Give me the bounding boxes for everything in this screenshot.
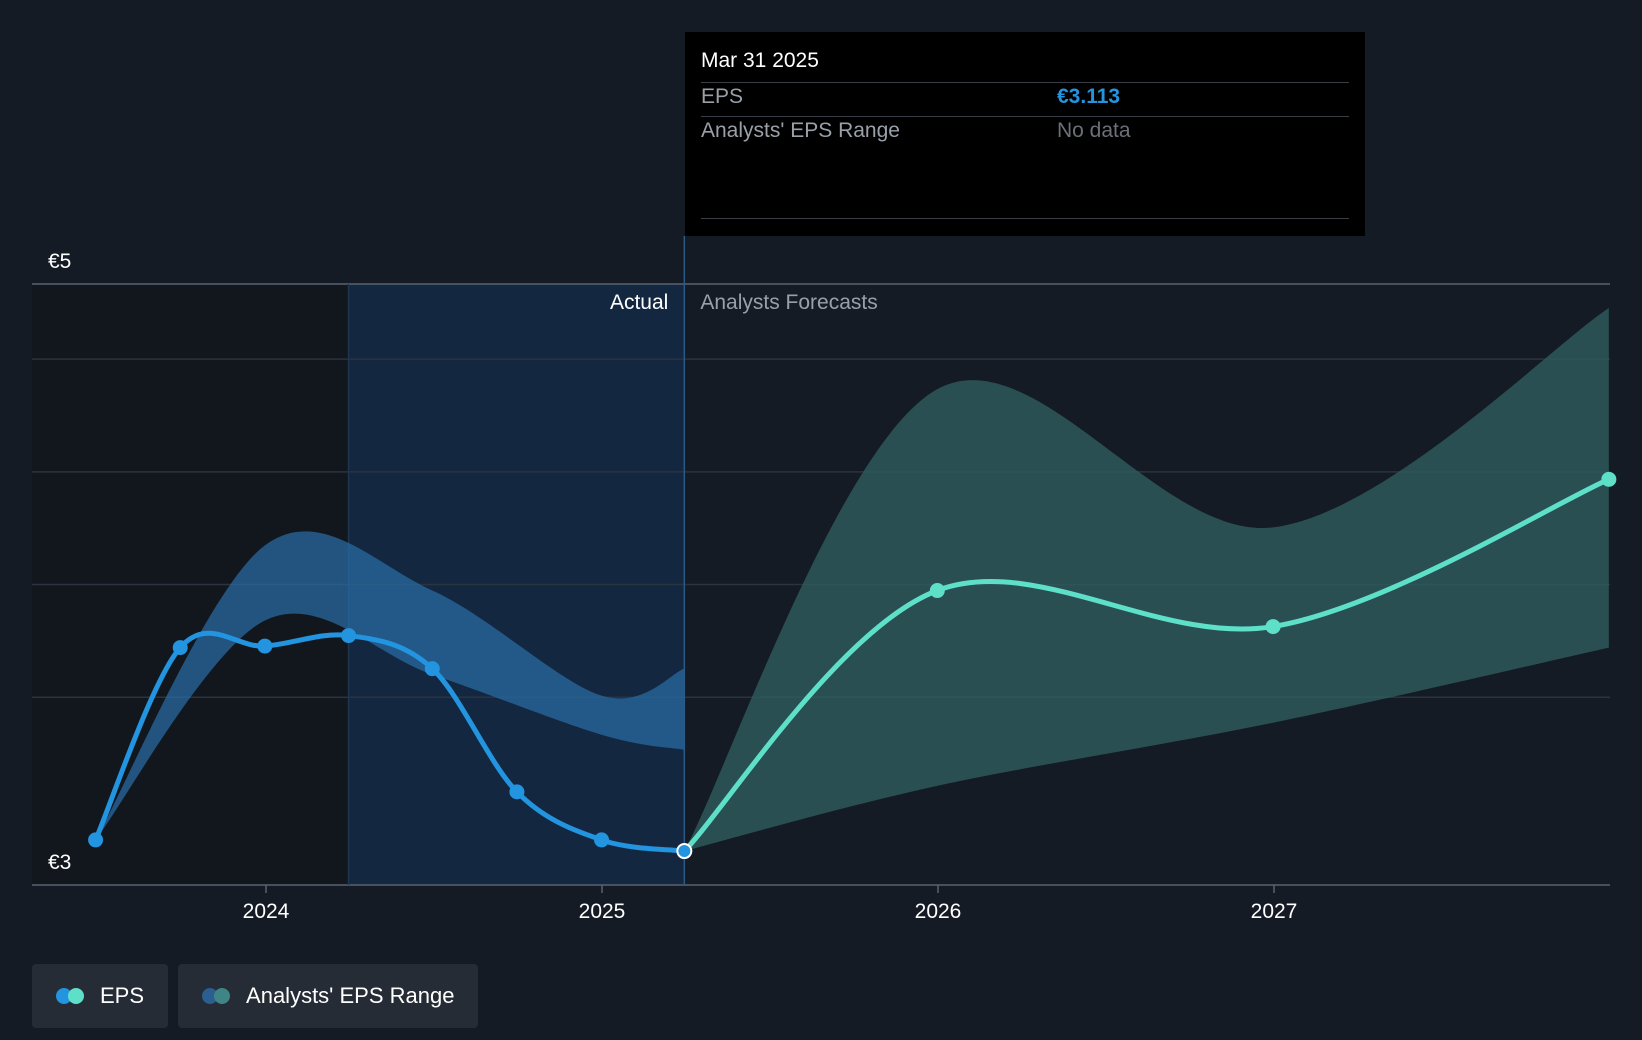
tooltip-date: Mar 31 2025 — [701, 49, 819, 72]
hover-tooltip: Mar 31 2025 EPS €3.113 Analysts' EPS Ran… — [685, 32, 1365, 236]
eps-forecast-point[interactable] — [1601, 471, 1617, 487]
eps-point[interactable] — [509, 784, 525, 800]
legend-eps-label: EPS — [100, 983, 145, 1008]
x-tick-label-2027: 2027 — [1251, 900, 1298, 923]
eps-point[interactable] — [257, 638, 273, 654]
eps-point[interactable] — [594, 832, 610, 848]
range-legend-icon — [202, 988, 232, 1004]
eps-forecast-point[interactable] — [929, 583, 945, 599]
y-tick-label-top: €5 — [48, 250, 71, 273]
tooltip-range-label: Analysts' EPS Range — [701, 119, 900, 142]
x-tick-label-2026: 2026 — [915, 900, 962, 923]
eps-forecast-point[interactable] — [1265, 619, 1281, 635]
x-tick-label-2025: 2025 — [579, 900, 626, 923]
y-tick-label-bottom: €3 — [48, 851, 71, 874]
eps-point[interactable] — [341, 628, 357, 644]
eps-point[interactable] — [676, 843, 693, 860]
x-tick-label-2024: 2024 — [243, 900, 290, 923]
eps-point[interactable] — [424, 661, 440, 677]
eps-point[interactable] — [172, 640, 188, 656]
eps-forecast-line — [681, 476, 1612, 854]
tooltip-range-value: No data — [1057, 119, 1131, 142]
tooltip-divider — [701, 82, 1349, 83]
eps-points — [88, 471, 1617, 860]
analysts-eps-range-actual-band — [95, 531, 685, 840]
legend-item-eps[interactable]: EPS — [32, 964, 169, 1028]
tooltip-divider — [701, 218, 1349, 219]
legend: EPS Analysts' EPS Range — [32, 964, 479, 1028]
tooltip-divider — [701, 116, 1349, 117]
legend-item-range[interactable]: Analysts' EPS Range — [178, 964, 479, 1028]
forecast-region-label: Analysts Forecasts — [700, 291, 877, 314]
actual-region-label: Actual — [610, 291, 668, 314]
eps-legend-icon — [56, 988, 86, 1004]
tooltip-eps-label: EPS — [701, 85, 744, 108]
tooltip-eps-value: €3.113 — [1057, 85, 1121, 108]
eps-point[interactable] — [88, 832, 104, 848]
legend-range-label: Analysts' EPS Range — [246, 983, 455, 1008]
analysts-eps-range-forecast-band — [684, 308, 1609, 852]
